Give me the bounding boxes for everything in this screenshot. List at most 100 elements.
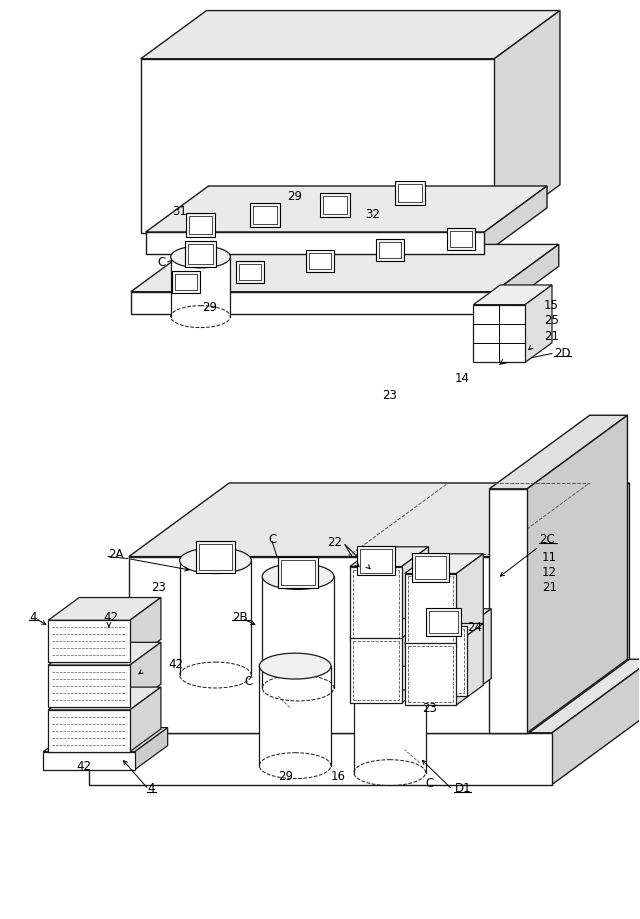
Polygon shape	[552, 660, 640, 785]
Polygon shape	[525, 286, 552, 363]
Polygon shape	[189, 217, 212, 234]
Polygon shape	[253, 207, 277, 225]
Polygon shape	[354, 678, 426, 773]
Polygon shape	[404, 554, 483, 573]
Polygon shape	[415, 556, 447, 580]
Text: 2A: 2A	[108, 548, 124, 561]
Polygon shape	[404, 624, 483, 643]
Polygon shape	[130, 642, 161, 707]
Polygon shape	[426, 608, 461, 637]
Polygon shape	[309, 254, 331, 269]
Polygon shape	[186, 214, 216, 238]
Polygon shape	[379, 243, 401, 258]
Polygon shape	[175, 275, 196, 290]
Polygon shape	[360, 549, 392, 573]
Polygon shape	[135, 728, 168, 770]
Polygon shape	[376, 240, 404, 262]
Text: 23: 23	[151, 580, 166, 594]
Text: C: C	[157, 256, 166, 269]
Polygon shape	[141, 12, 560, 60]
Text: 31: 31	[173, 204, 188, 218]
Text: C: C	[426, 777, 434, 789]
Polygon shape	[350, 639, 402, 703]
Polygon shape	[529, 483, 630, 733]
Text: 23: 23	[381, 389, 397, 402]
Text: 4: 4	[147, 781, 154, 794]
Polygon shape	[48, 598, 161, 620]
Polygon shape	[146, 187, 547, 233]
Text: 29: 29	[287, 189, 303, 202]
Polygon shape	[180, 561, 252, 675]
Text: 25: 25	[544, 313, 559, 327]
Polygon shape	[404, 573, 456, 649]
Polygon shape	[395, 182, 424, 206]
Polygon shape	[527, 415, 627, 733]
Text: 14: 14	[454, 371, 469, 384]
Ellipse shape	[354, 665, 426, 691]
Polygon shape	[171, 257, 230, 317]
Polygon shape	[429, 612, 458, 633]
Text: 22: 22	[328, 536, 342, 549]
Polygon shape	[494, 12, 560, 233]
Polygon shape	[259, 666, 331, 766]
Polygon shape	[350, 547, 429, 567]
Polygon shape	[402, 547, 429, 641]
Polygon shape	[172, 271, 200, 293]
Polygon shape	[474, 305, 525, 363]
Text: 2D: 2D	[554, 346, 571, 359]
Polygon shape	[131, 292, 494, 314]
Text: 15: 15	[544, 299, 559, 312]
Polygon shape	[397, 185, 422, 203]
Polygon shape	[489, 489, 527, 733]
Polygon shape	[129, 483, 630, 557]
Polygon shape	[447, 229, 476, 251]
Text: 42: 42	[169, 657, 184, 670]
Polygon shape	[129, 557, 529, 733]
Polygon shape	[350, 618, 429, 639]
Polygon shape	[184, 242, 216, 267]
Text: 32: 32	[365, 208, 380, 221]
Text: C: C	[244, 674, 252, 686]
Polygon shape	[44, 752, 135, 770]
Polygon shape	[489, 415, 627, 489]
Text: D1: D1	[454, 781, 471, 794]
Text: 42: 42	[76, 759, 91, 772]
Text: 2B: 2B	[232, 610, 248, 623]
Polygon shape	[130, 598, 161, 663]
Polygon shape	[48, 665, 130, 707]
Polygon shape	[484, 187, 547, 255]
Text: 21: 21	[542, 580, 557, 594]
Text: 24: 24	[467, 620, 483, 633]
Polygon shape	[146, 233, 484, 255]
Polygon shape	[494, 245, 559, 314]
Polygon shape	[412, 553, 449, 583]
Text: 21: 21	[544, 330, 559, 343]
Polygon shape	[48, 642, 161, 665]
Text: 29: 29	[278, 769, 292, 782]
Polygon shape	[48, 687, 161, 710]
Polygon shape	[306, 251, 334, 273]
Polygon shape	[456, 624, 483, 705]
Polygon shape	[404, 643, 456, 705]
Ellipse shape	[171, 246, 230, 268]
Polygon shape	[474, 286, 552, 305]
Polygon shape	[48, 620, 130, 663]
Polygon shape	[320, 194, 350, 218]
Polygon shape	[89, 660, 640, 733]
Polygon shape	[131, 245, 559, 292]
Text: 23: 23	[422, 701, 437, 715]
Ellipse shape	[180, 548, 252, 573]
Polygon shape	[420, 609, 492, 627]
Polygon shape	[236, 262, 264, 283]
Text: 12: 12	[542, 565, 557, 578]
Polygon shape	[467, 609, 492, 697]
Text: C: C	[268, 533, 276, 546]
Text: 11: 11	[542, 550, 557, 563]
Polygon shape	[357, 546, 395, 576]
Polygon shape	[323, 197, 347, 215]
Polygon shape	[130, 687, 161, 752]
Polygon shape	[198, 544, 232, 570]
Text: 16: 16	[330, 769, 346, 782]
Polygon shape	[89, 733, 552, 785]
Ellipse shape	[262, 564, 334, 590]
